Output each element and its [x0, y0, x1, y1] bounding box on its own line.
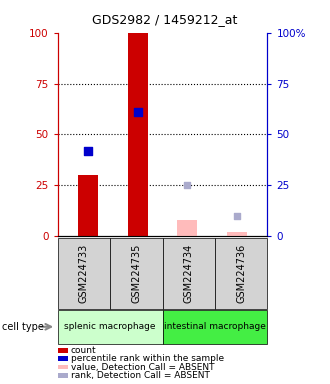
- Bar: [78, 175, 98, 236]
- Text: GDS2982 / 1459212_at: GDS2982 / 1459212_at: [92, 13, 238, 26]
- Bar: [128, 33, 148, 236]
- Text: count: count: [71, 346, 97, 355]
- Text: splenic macrophage: splenic macrophage: [64, 322, 156, 331]
- Text: intestinal macrophage: intestinal macrophage: [164, 322, 266, 331]
- Text: GSM224735: GSM224735: [131, 244, 141, 303]
- Text: GSM224736: GSM224736: [236, 244, 246, 303]
- Point: [135, 109, 140, 115]
- Text: GSM224733: GSM224733: [79, 244, 89, 303]
- Point: [85, 147, 90, 154]
- Text: rank, Detection Call = ABSENT: rank, Detection Call = ABSENT: [71, 371, 210, 380]
- Point: [185, 182, 190, 189]
- Text: cell type: cell type: [2, 322, 44, 332]
- Bar: [178, 220, 197, 236]
- Bar: [227, 232, 248, 236]
- Text: percentile rank within the sample: percentile rank within the sample: [71, 354, 224, 363]
- Text: GSM224734: GSM224734: [184, 244, 194, 303]
- Point: [235, 213, 240, 219]
- Text: value, Detection Call = ABSENT: value, Detection Call = ABSENT: [71, 362, 214, 372]
